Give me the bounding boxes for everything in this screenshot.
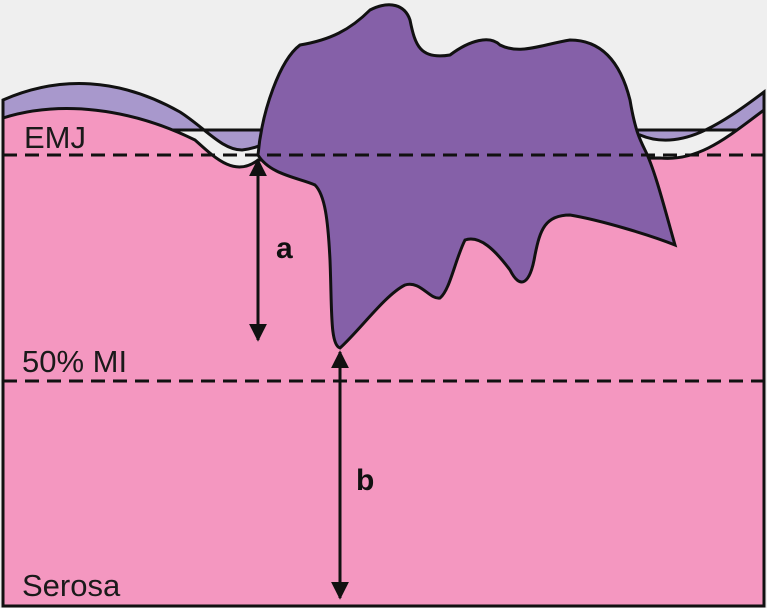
tumor [256, 3, 678, 350]
serosa-label: Serosa [22, 568, 121, 603]
emj-label: EMJ [24, 120, 86, 155]
a-label: a [276, 232, 293, 265]
myometrium [1, 107, 766, 608]
mi-label: 50% MI [22, 344, 127, 379]
b-label: b [356, 464, 374, 497]
